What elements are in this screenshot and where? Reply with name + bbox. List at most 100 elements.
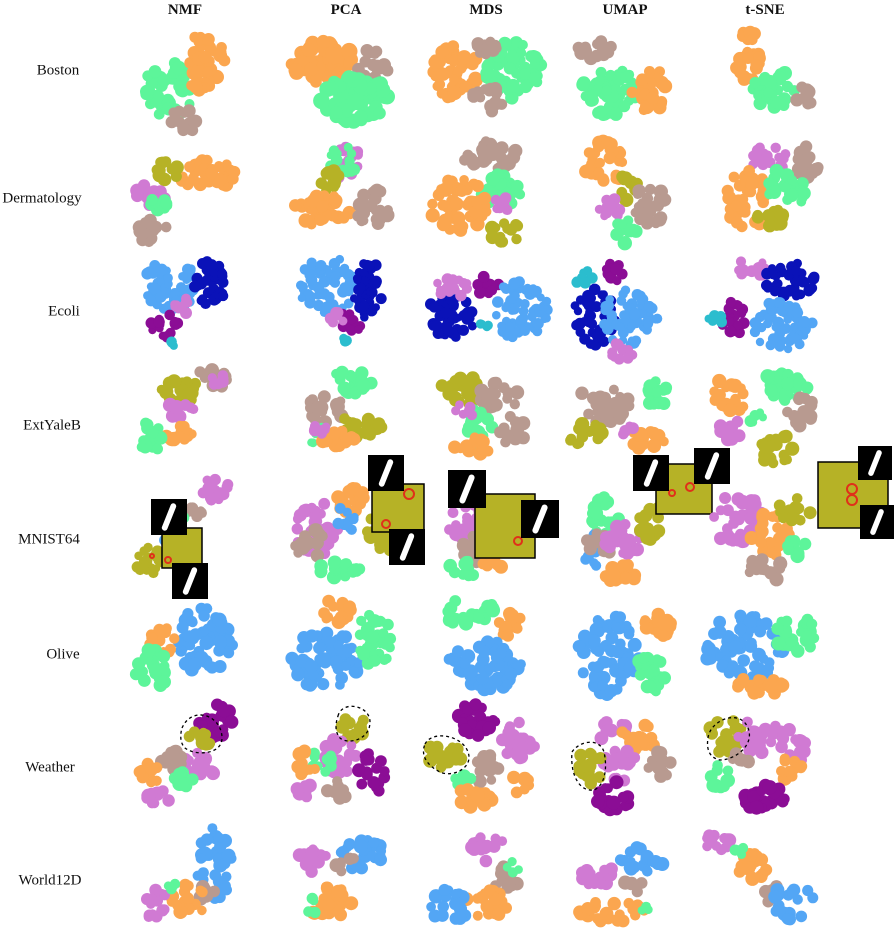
data-point — [611, 622, 621, 632]
zoom-box — [371, 483, 425, 533]
data-point — [763, 297, 775, 309]
data-point — [333, 311, 343, 321]
digit-one-thumbnail-icon — [151, 499, 187, 535]
data-point — [301, 42, 316, 57]
data-point — [291, 667, 305, 682]
data-point — [574, 417, 590, 432]
data-point — [513, 420, 525, 431]
data-point — [354, 325, 363, 334]
data-point — [188, 657, 202, 672]
data-point — [314, 214, 327, 226]
data-point — [746, 554, 759, 568]
data-point — [331, 490, 345, 505]
data-point — [346, 740, 357, 751]
data-point — [197, 905, 207, 916]
data-point — [799, 140, 813, 153]
data-point — [297, 542, 310, 555]
data-point — [504, 321, 515, 332]
data-point — [724, 325, 737, 338]
cell-world12d-umap — [573, 841, 670, 928]
data-point — [755, 337, 765, 347]
data-point — [476, 672, 489, 685]
data-point — [131, 189, 144, 203]
data-point — [374, 853, 387, 867]
data-point — [485, 230, 500, 245]
data-point — [474, 433, 488, 446]
data-point — [347, 93, 365, 111]
data-point — [623, 897, 635, 909]
data-point — [606, 795, 621, 810]
data-point — [360, 754, 372, 766]
data-point — [335, 680, 345, 690]
data-point — [579, 41, 591, 53]
data-point — [516, 48, 527, 58]
data-point — [454, 275, 464, 285]
data-point — [317, 390, 331, 404]
data-point — [502, 629, 514, 642]
data-point — [508, 303, 520, 315]
data-point — [795, 515, 806, 526]
data-point — [470, 788, 485, 803]
data-point — [732, 429, 746, 443]
data-point — [517, 740, 529, 752]
data-point — [599, 864, 610, 876]
data-point — [462, 279, 472, 288]
data-point — [508, 277, 521, 290]
data-point — [722, 765, 734, 777]
data-point — [648, 438, 661, 451]
data-point — [619, 571, 632, 585]
data-point — [308, 425, 321, 437]
data-point — [805, 395, 818, 408]
data-point — [631, 886, 643, 898]
data-point — [160, 156, 172, 168]
data-point — [527, 311, 537, 322]
data-point — [455, 443, 466, 454]
data-point — [321, 422, 331, 432]
data-point — [178, 420, 190, 433]
data-point — [446, 616, 459, 629]
data-point — [221, 482, 231, 491]
data-point — [728, 517, 740, 529]
data-point — [487, 840, 501, 853]
data-point — [427, 198, 438, 210]
data-point — [478, 191, 491, 205]
data-point — [303, 906, 314, 917]
data-point — [316, 565, 328, 577]
data-point — [162, 794, 175, 807]
data-point — [457, 50, 472, 65]
data-point — [316, 200, 329, 213]
data-point — [646, 91, 660, 105]
data-point — [614, 396, 626, 408]
data-point — [457, 569, 469, 580]
data-point — [216, 42, 227, 53]
cell-boston-mds — [427, 36, 548, 118]
data-point — [600, 656, 612, 669]
data-point — [599, 537, 613, 551]
data-point — [457, 324, 469, 336]
data-point — [808, 271, 820, 283]
data-point — [519, 80, 532, 94]
cell-olive-pca — [285, 594, 397, 692]
data-point — [774, 341, 786, 352]
data-point — [331, 884, 345, 899]
data-point — [485, 222, 496, 233]
column-header-mds: MDS — [469, 2, 503, 18]
data-point — [803, 506, 817, 520]
data-point — [717, 779, 731, 793]
data-point — [756, 853, 768, 865]
data-point — [749, 848, 760, 859]
data-point — [746, 34, 758, 46]
data-point — [459, 658, 471, 669]
data-point — [452, 213, 463, 224]
data-point — [763, 319, 773, 329]
row-header-extyaleb: ExtYaleB — [23, 417, 81, 434]
data-point — [353, 839, 368, 854]
data-point — [657, 629, 670, 642]
digit-one-thumbnail-icon — [368, 455, 404, 491]
data-point — [738, 842, 749, 854]
data-point — [768, 890, 782, 904]
data-point — [299, 530, 311, 543]
data-point — [771, 96, 786, 110]
data-point — [711, 764, 723, 776]
